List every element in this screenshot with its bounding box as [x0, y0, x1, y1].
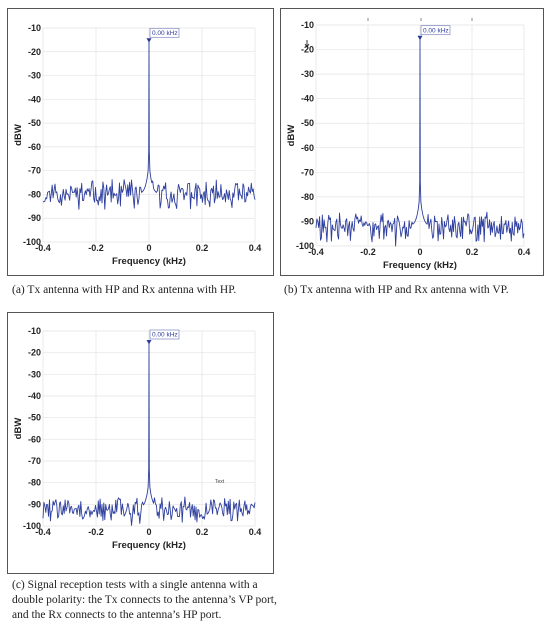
marker-label-box — [420, 25, 451, 36]
x-tick-label: -0.2 — [360, 247, 376, 257]
y-tick-label: -40 — [28, 391, 41, 401]
x-tick-label: 0.4 — [518, 247, 531, 257]
peak-marker — [417, 35, 423, 41]
marker-label: 0.00 kHz — [152, 30, 178, 37]
y-tick-label: -30 — [301, 69, 314, 79]
y-tick-label: -60 — [28, 434, 41, 444]
y-tick-label: -80 — [301, 192, 314, 202]
marker-label: 0.00 kHz — [152, 332, 178, 339]
y-tick-label: -100 — [23, 521, 41, 531]
y-tick-label: -90 — [28, 499, 41, 509]
y-axis-title: dBW — [286, 125, 297, 147]
x-tick-label: 0.2 — [466, 247, 479, 257]
y-tick-label: -30 — [28, 369, 41, 379]
y-tick-label: -90 — [301, 216, 314, 226]
marker-label-box — [149, 27, 180, 38]
y-tick-label: -80 — [28, 478, 41, 488]
y-tick-label: -70 — [28, 166, 41, 176]
y-tick-label: -20 — [28, 348, 41, 358]
grid-b — [315, 24, 525, 247]
y-tick-label: -10 — [301, 20, 314, 30]
y-tick-label: -60 — [301, 143, 314, 153]
y-tick-label: -90 — [28, 213, 41, 223]
x-tick-label: -0.4 — [35, 527, 51, 537]
x-axis-title: Frequency (kHz) — [112, 256, 186, 267]
y-tick-label: -50 — [301, 118, 314, 128]
x-tick-label: -0.4 — [308, 247, 324, 257]
x-axis-title: Frequency (kHz) — [383, 260, 457, 271]
y-axis-title: dBW — [13, 418, 24, 440]
y-tick-label: -40 — [28, 94, 41, 104]
x-tick-label: 0 — [146, 243, 151, 253]
y-tick-label: -10 — [28, 23, 41, 33]
caption-c: (c) Signal reception tests with a single… — [12, 579, 277, 621]
x-tick-label: 0 — [417, 247, 422, 257]
x-tick-label: 0 — [146, 527, 151, 537]
peak-marker — [146, 340, 152, 345]
y-axis-title: dBW — [13, 124, 24, 146]
x-tick-label: -0.2 — [88, 527, 104, 537]
y-tick-label: -30 — [28, 71, 41, 81]
y-tick-label: -50 — [28, 413, 41, 423]
y-tick-label: -40 — [301, 94, 314, 104]
x-tick-label: 0.2 — [196, 243, 209, 253]
y-tick-label: -20 — [28, 47, 41, 57]
y-tick-label: -80 — [28, 189, 41, 199]
marker-label-box — [149, 329, 180, 340]
y-tick-label: -50 — [28, 118, 41, 128]
y-tick-label: -10 — [28, 326, 41, 336]
peak-marker — [146, 38, 152, 43]
y-tick-label: -100 — [23, 237, 41, 247]
y-tick-label: -100 — [296, 241, 314, 251]
y-tick-label: -70 — [301, 167, 314, 177]
x-tick-label: -0.4 — [35, 243, 51, 253]
chart-frame-a — [7, 8, 274, 276]
x-tick-label: 0.4 — [249, 527, 262, 537]
chart-frame-c — [7, 312, 274, 574]
y-tick-label: -70 — [28, 456, 41, 466]
x-tick-label: 0.4 — [249, 243, 262, 253]
marker-label: 0.00 kHz — [423, 27, 449, 34]
x-axis-title: Frequency (kHz) — [112, 540, 186, 551]
caption-a: (a) Tx antenna with HP and Rx antenna wi… — [12, 284, 237, 296]
caption-b: (b) Tx antenna with HP and Rx antenna wi… — [284, 284, 509, 296]
x-tick-label: 0.2 — [196, 527, 209, 537]
y-tick-label: -20 — [301, 45, 314, 55]
x-tick-label: -0.2 — [88, 243, 104, 253]
annotation-text: Text — [215, 479, 225, 485]
y-scroll-arrow-icon — [304, 40, 310, 48]
y-tick-label: -60 — [28, 142, 41, 152]
